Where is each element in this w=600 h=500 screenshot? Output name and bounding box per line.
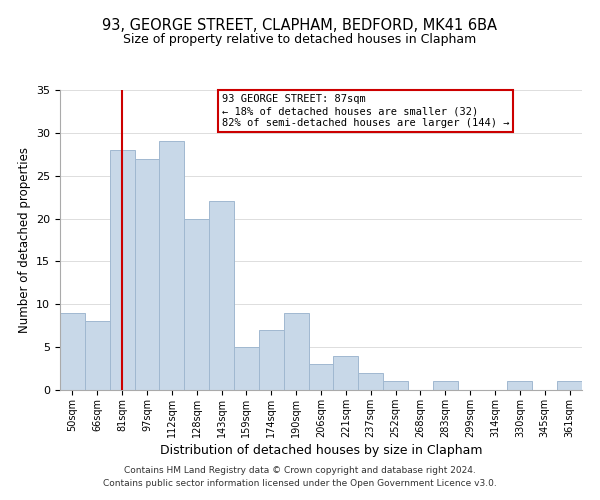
Bar — [383, 382, 408, 390]
Bar — [85, 322, 110, 390]
Text: 93 GEORGE STREET: 87sqm
← 18% of detached houses are smaller (32)
82% of semi-de: 93 GEORGE STREET: 87sqm ← 18% of detache… — [222, 94, 509, 128]
Bar — [209, 202, 234, 390]
Bar — [334, 356, 358, 390]
Bar — [557, 382, 582, 390]
Bar — [134, 158, 160, 390]
Text: Size of property relative to detached houses in Clapham: Size of property relative to detached ho… — [124, 32, 476, 46]
Bar — [284, 313, 308, 390]
Text: 93, GEORGE STREET, CLAPHAM, BEDFORD, MK41 6BA: 93, GEORGE STREET, CLAPHAM, BEDFORD, MK4… — [103, 18, 497, 32]
Bar — [184, 218, 209, 390]
Bar — [234, 347, 259, 390]
Bar — [110, 150, 134, 390]
Bar — [308, 364, 334, 390]
Bar — [60, 313, 85, 390]
Bar — [259, 330, 284, 390]
Bar — [433, 382, 458, 390]
Text: Contains HM Land Registry data © Crown copyright and database right 2024.
Contai: Contains HM Land Registry data © Crown c… — [103, 466, 497, 487]
Y-axis label: Number of detached properties: Number of detached properties — [17, 147, 31, 333]
Bar — [358, 373, 383, 390]
Bar — [508, 382, 532, 390]
X-axis label: Distribution of detached houses by size in Clapham: Distribution of detached houses by size … — [160, 444, 482, 457]
Bar — [160, 142, 184, 390]
